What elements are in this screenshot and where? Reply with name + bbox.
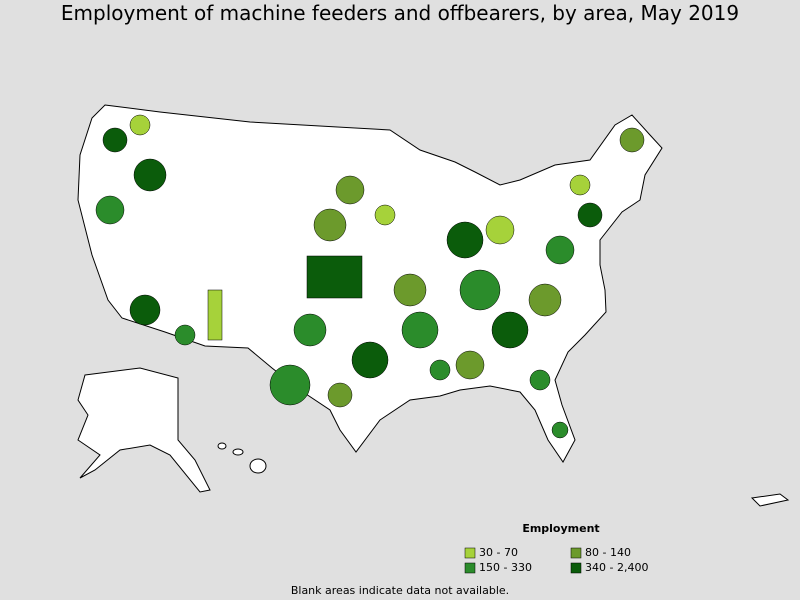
area [133,158,167,192]
area [306,255,363,299]
alaska [77,367,211,493]
area [129,114,151,136]
legend-swatch [570,547,582,559]
area [551,421,569,439]
area [459,269,501,311]
area [174,324,196,346]
legend-swatch [464,562,476,574]
legend-title: Employment [522,522,599,535]
area [327,382,353,408]
area [491,311,529,349]
map-title: Employment of machine feeders and offbea… [61,1,739,25]
island [249,458,267,474]
puerto-rico [750,493,790,507]
area [102,127,128,153]
area [455,350,485,380]
area [313,208,347,242]
area [95,195,125,225]
legend-label: 340 - 2,400 [585,561,648,574]
area [207,289,223,341]
area-patches [95,114,645,439]
area [351,341,389,379]
area [619,127,645,153]
legend-label: 80 - 140 [585,546,631,559]
footnote: Blank areas indicate data not available. [291,584,509,597]
area [529,369,551,391]
area [528,283,562,317]
area [577,202,603,228]
area [335,175,365,205]
area [569,174,591,196]
area [129,294,161,326]
area [374,204,396,226]
legend-swatch [464,547,476,559]
legend: 30 - 70 80 - 140 150 - 330 340 - 2,400 [464,546,648,574]
area [269,364,311,406]
legend-label: 30 - 70 [479,546,518,559]
area [393,273,427,307]
us-mainland [77,104,663,463]
area [485,215,515,245]
legend-label: 150 - 330 [479,561,532,574]
area [446,221,484,259]
area [545,235,575,265]
area [429,359,451,381]
area [401,311,439,349]
hawaii [217,442,267,474]
area [293,313,327,347]
island [217,442,227,450]
legend-swatch [570,562,582,574]
island [232,448,244,456]
